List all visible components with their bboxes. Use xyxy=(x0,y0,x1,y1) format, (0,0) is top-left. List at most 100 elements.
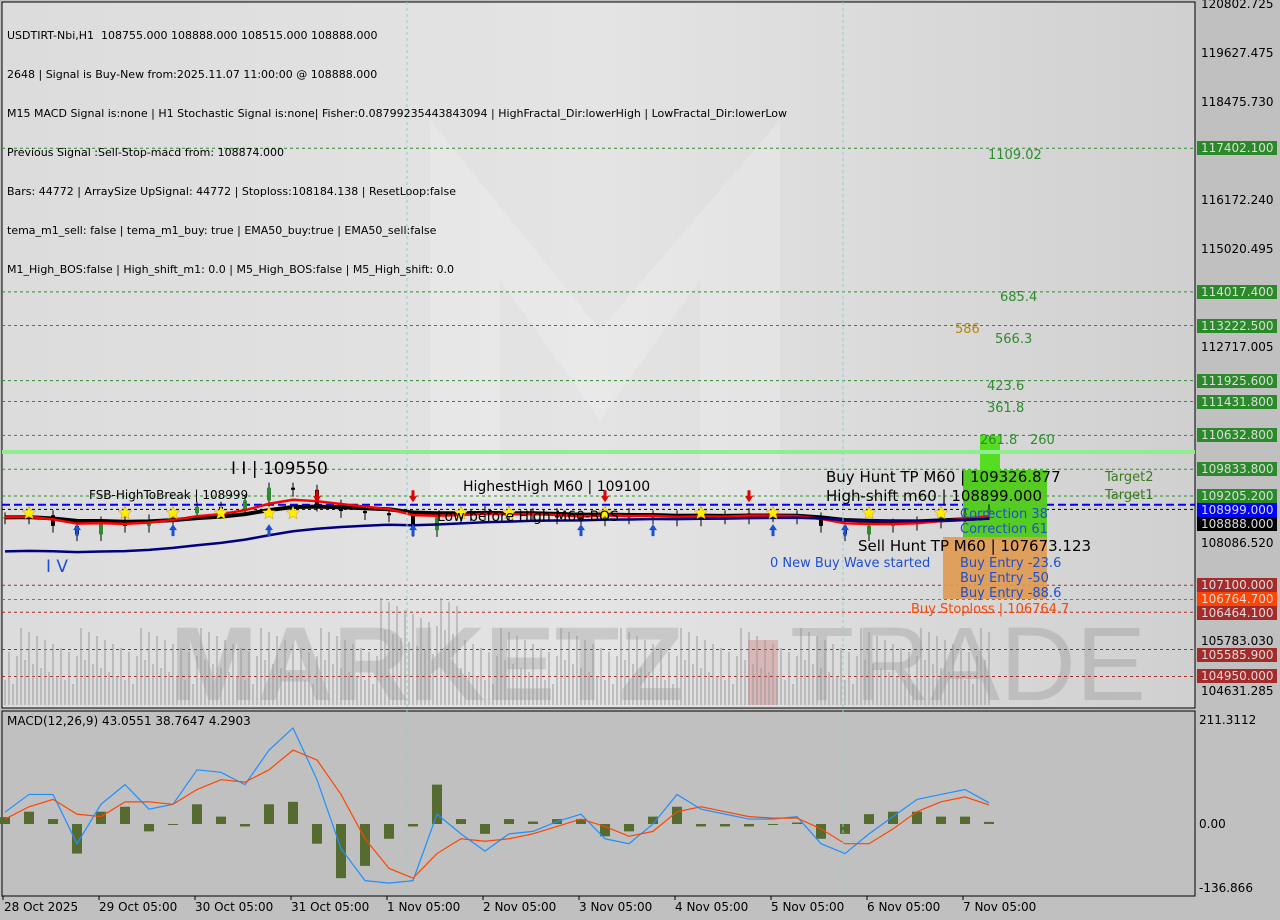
star-signal-icon xyxy=(117,505,133,520)
buy-arrow-icon xyxy=(841,524,849,537)
star-signal-icon xyxy=(213,505,229,520)
candle-body xyxy=(987,509,991,514)
buy-hunt-tp-label: Buy Hunt TP M60 | 109326.877 xyxy=(826,468,1061,486)
buy-arrow-icon xyxy=(649,524,657,537)
candle-body xyxy=(195,506,199,514)
buy-arrow-icon xyxy=(577,524,585,537)
time-tick: 28 Oct 2025 xyxy=(4,900,79,914)
macd-histogram-bar xyxy=(216,816,226,824)
macd-histogram-bar xyxy=(312,824,322,844)
star-signal-icon xyxy=(21,505,37,520)
target1-label: Target1 xyxy=(1105,488,1154,503)
time-tick: 29 Oct 05:00 xyxy=(99,900,178,914)
price-level-badge: 109205.200 xyxy=(1197,488,1277,503)
macd-histogram-bar xyxy=(72,824,82,854)
macd-title: MACD(12,26,9) 43.0551 38.7647 4.2903 xyxy=(7,714,251,728)
macd-histogram-bar xyxy=(816,824,826,839)
macd-histogram-bar xyxy=(336,824,346,879)
time-tick: 3 Nov 05:00 xyxy=(579,900,653,914)
price-level-badge: 111925.600 xyxy=(1197,373,1277,388)
macd-histogram-bar xyxy=(504,819,514,824)
macd-histogram-bar xyxy=(936,816,946,824)
macd-histogram-bar xyxy=(384,824,394,839)
macd-signal-line xyxy=(4,749,990,879)
fib-label: 260 xyxy=(1030,433,1055,448)
price-tick: 105783.030 xyxy=(1201,634,1274,648)
fib-label: 586 xyxy=(955,322,980,337)
macd-histogram-bar xyxy=(960,816,970,824)
star-signal-icon xyxy=(285,505,301,520)
wave-iv-label: I V xyxy=(46,557,69,577)
target2-label: Target2 xyxy=(1105,470,1154,485)
buy-entry-label: Buy Entry -50 xyxy=(960,571,1049,586)
info-line: tema_m1_sell: false | tema_m1_buy: true … xyxy=(7,224,437,237)
macd-histogram-bar xyxy=(768,824,778,825)
star-signal-icon xyxy=(453,505,469,520)
fib-label: 685.4 xyxy=(1000,290,1038,305)
macd-histogram-bar xyxy=(648,816,658,824)
info-line: M15 MACD Signal is:none | H1 Stochastic … xyxy=(7,107,788,120)
macd-histogram-bar xyxy=(912,811,922,824)
macd-histogram-bar xyxy=(264,804,274,824)
correction-38-label: Correction 38 xyxy=(960,507,1048,522)
sell-arrow-icon xyxy=(601,490,609,503)
new-wave-label: 0 New Buy Wave started xyxy=(770,556,931,571)
macd-histogram-bar xyxy=(168,824,178,825)
price-level-badge: 111431.800 xyxy=(1197,394,1277,409)
star-signal-icon xyxy=(861,505,877,520)
price-tick: 115020.495 xyxy=(1201,242,1274,256)
price-level-badge: 117402.100 xyxy=(1197,141,1277,156)
macd-histogram-bar xyxy=(792,822,802,824)
macd-histogram-bar xyxy=(696,824,706,827)
price-tick: 104631.285 xyxy=(1201,684,1274,698)
time-tick: 6 Nov 05:00 xyxy=(867,900,941,914)
macd-histogram-bar xyxy=(480,824,490,834)
price-tick: 119627.475 xyxy=(1201,46,1274,60)
sell-arrow-icon xyxy=(409,490,417,503)
macd-histogram-bar xyxy=(528,821,538,824)
fib-label: 566.3 xyxy=(995,332,1033,347)
macd-histogram-bar xyxy=(288,801,298,824)
candle-body xyxy=(267,487,271,501)
time-tick: 31 Oct 05:00 xyxy=(291,900,370,914)
price-level-badge: 114017.400 xyxy=(1197,284,1277,299)
star-signal-icon xyxy=(261,505,277,520)
highest-high-label: HighestHigh M60 | 109100 xyxy=(463,479,651,495)
fib-label: 261.8 xyxy=(980,433,1018,448)
macd-histogram-bar xyxy=(24,811,34,824)
price-level-badge: 104950.000 xyxy=(1197,669,1277,684)
buy-arrow-icon xyxy=(169,524,177,537)
wave-iii-label: I I | 109550 xyxy=(231,459,328,479)
price-tick: 118475.730 xyxy=(1201,95,1274,109)
price-tick: 116172.240 xyxy=(1201,193,1274,207)
sell-hunt-tp-label: Sell Hunt TP M60 | 107673.123 xyxy=(858,537,1092,555)
buy-entry-label: Buy Entry -23.6 xyxy=(960,556,1062,571)
candle-body xyxy=(291,487,295,490)
info-line: 2648 | Signal is Buy-New from:2025.11.07… xyxy=(7,68,378,81)
time-tick: 7 Nov 05:00 xyxy=(963,900,1037,914)
sell-arrow-icon xyxy=(313,490,321,503)
macd-histogram-bar xyxy=(96,811,106,824)
macd-histogram-bar xyxy=(456,819,466,824)
macd-tick: 0.00 xyxy=(1199,817,1226,831)
macd-histogram-bar xyxy=(48,819,58,824)
price-level-badge: 110632.800 xyxy=(1197,428,1277,443)
time-tick: 30 Oct 05:00 xyxy=(195,900,274,914)
star-signal-icon xyxy=(165,505,181,520)
price-level-badge: 109833.800 xyxy=(1197,462,1277,477)
price-level-badge: 107100.000 xyxy=(1197,578,1277,593)
time-tick: 2 Nov 05:00 xyxy=(483,900,557,914)
high-shift-label: High-shift m60 | 108899.000 xyxy=(826,487,1042,505)
macd-tick: 211.3112 xyxy=(1199,713,1257,727)
price-level-badge: 108999.000 xyxy=(1197,502,1277,517)
entry-box xyxy=(943,537,1047,599)
price-tick: 108086.520 xyxy=(1201,536,1274,550)
fib-label: 423.6 xyxy=(987,379,1025,394)
macd-pane xyxy=(1,710,1196,897)
buy-stoploss-label: Buy Stoploss | 106764.7 xyxy=(911,602,1070,617)
macd-histogram-bar xyxy=(720,824,730,827)
fib-label: 1109.02 xyxy=(988,148,1042,163)
buy-arrow-icon xyxy=(769,524,777,537)
